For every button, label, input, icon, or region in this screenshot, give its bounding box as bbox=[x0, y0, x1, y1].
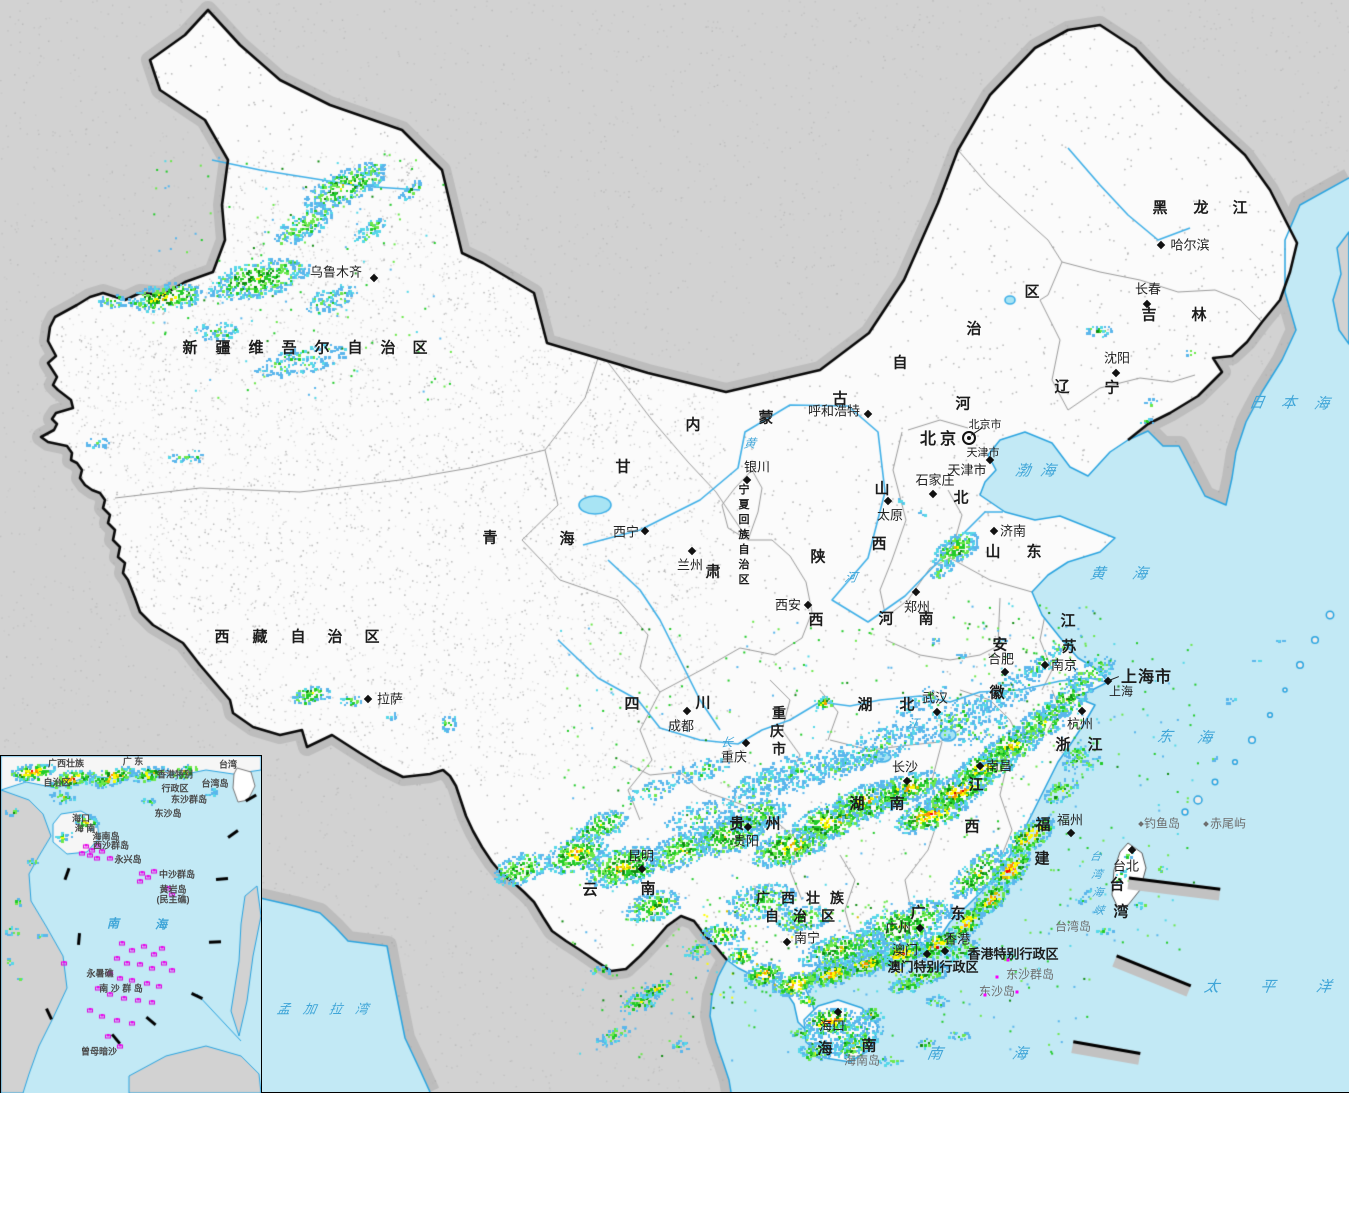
inset-label: 南 bbox=[106, 916, 120, 931]
china-map: 黑龙江吉林辽宁内蒙古自治区新疆维吾尔自治区西藏自治区青海甘肃宁夏回族自治区陕西山… bbox=[0, 0, 1349, 1093]
inset-label: 曾母暗沙 bbox=[80, 1046, 118, 1057]
inset-label: 海 南 bbox=[74, 823, 96, 834]
inset-label: 黄岩岛 bbox=[159, 884, 187, 895]
inset-label: 中沙群岛 bbox=[158, 869, 196, 880]
legend-panel: 全国雷达拼图 [2025-05-10 19:00:00] [ 组合反射率 ] 5… bbox=[0, 1093, 1349, 1208]
inset-label: 自治区 bbox=[43, 777, 71, 788]
inset-label-layer: 广西壮族 自治区广 东台湾 香港特别 行政区 台湾岛 东沙群岛 东沙岛 海口海 南海南岛 西沙群… bbox=[1, 756, 261, 1093]
inset-label: 台湾岛 bbox=[201, 778, 229, 789]
inset-label: 海南岛 bbox=[92, 831, 120, 842]
inset-label: 海口 bbox=[71, 813, 91, 824]
inset-label: 东沙群岛 bbox=[170, 794, 208, 805]
inset-label: 广 东 bbox=[122, 756, 144, 767]
south-china-sea-inset-map: 广西壮族 自治区广 东台湾 香港特别 行政区 台湾岛 东沙群岛 东沙岛 海口海 南海南岛 西沙群… bbox=[0, 755, 262, 1094]
inset-label: 西沙群岛 bbox=[92, 840, 130, 851]
inset-label: 行政区 bbox=[161, 783, 189, 794]
inset-canvas bbox=[1, 756, 261, 1093]
inset-label: 海 bbox=[154, 917, 168, 932]
inset-label: 永兴岛 bbox=[114, 854, 142, 865]
inset-label: 南 沙 群 岛 bbox=[99, 983, 143, 994]
inset-label: 广西壮族 bbox=[47, 758, 85, 769]
inset-label: 东沙岛 bbox=[154, 808, 182, 819]
inset-label: 台湾 bbox=[218, 759, 238, 770]
inset-label: 永暑礁 bbox=[86, 968, 114, 979]
inset-label: (民主礁) bbox=[156, 894, 190, 905]
inset-label: 香港特别 bbox=[156, 769, 194, 780]
